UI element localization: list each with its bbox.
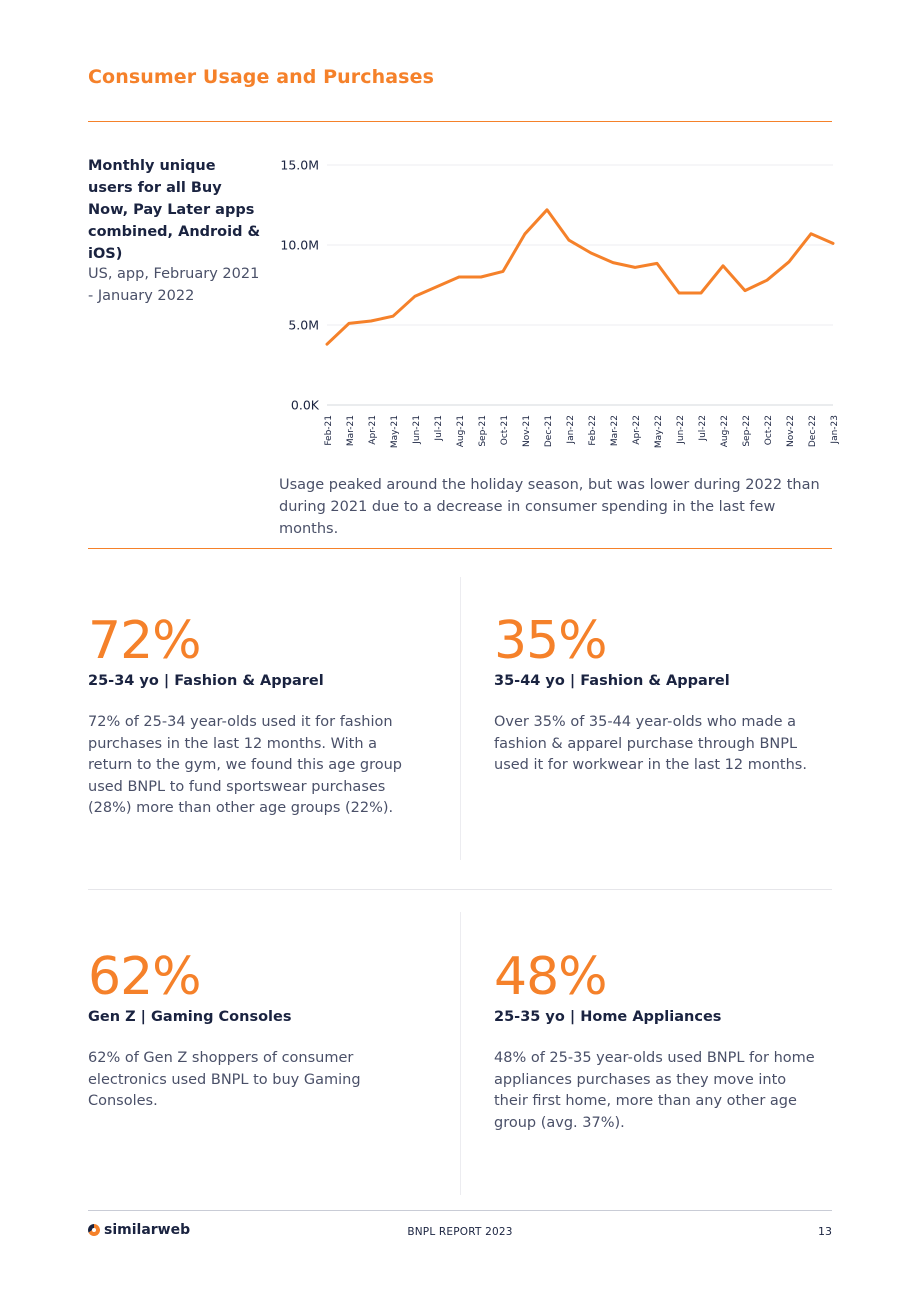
x-tick-label: Sep-22	[742, 415, 752, 447]
data-point	[831, 242, 835, 245]
footer-brand: similarweb	[88, 1222, 190, 1238]
x-tick-label: Sep-21	[478, 415, 488, 447]
data-point	[611, 261, 615, 264]
x-tick-label: Oct-21	[500, 415, 510, 445]
footer-divider	[88, 1210, 832, 1211]
x-tick-label: Jul-21	[434, 415, 444, 442]
data-point	[633, 266, 637, 269]
stat-body: 72% of 25-34 year-olds used it for fashi…	[88, 714, 403, 816]
x-tick-label: May-21	[390, 415, 400, 448]
chart-description-title: Monthly unique users for all Buy Now, Pa…	[88, 158, 261, 262]
x-tick-label: Mar-22	[610, 415, 620, 446]
y-tick-label: 5.0M	[288, 318, 319, 333]
stat-card: 48% 25-35 yo | Home Appliances 48% of 25…	[494, 949, 824, 1134]
brand-name: similarweb	[104, 1222, 191, 1238]
x-tick-label: Apr-22	[632, 415, 642, 445]
stat-body: 48% of 25-35 year-olds used BNPL for hom…	[494, 1050, 815, 1131]
report-name: BNPL REPORT 2023	[407, 1226, 513, 1238]
x-tick-label: Nov-21	[522, 415, 532, 447]
stat-card: 62% Gen Z | Gaming Consoles 62% of Gen Z…	[88, 949, 418, 1113]
x-tick-label: Aug-21	[456, 415, 466, 447]
chart-description-subtitle: US, app, February 2021 - January 2022	[88, 266, 260, 304]
chart-caption: Usage peaked around the holiday season, …	[279, 477, 820, 537]
data-point	[589, 251, 593, 255]
stat-heading: 35-44 yo | Fashion & Apparel	[494, 673, 730, 689]
x-tick-label: Aug-22	[720, 415, 730, 447]
series-line	[325, 208, 835, 346]
similarweb-logo-icon	[88, 1224, 100, 1236]
data-point	[523, 232, 527, 235]
x-tick-label: May-22	[654, 415, 664, 448]
y-tick-label: 0.0K	[291, 398, 320, 413]
x-tick-label: Jul-22	[698, 415, 708, 442]
x-tick-label: Oct-22	[764, 415, 774, 445]
data-point	[391, 315, 395, 318]
users-line-chart: 0.0K 5.0M 10.0M 15.0M Feb-21 Mar-21 Apr-21 May-…	[280, 158, 840, 449]
x-tick-label: Jan-23	[830, 415, 840, 445]
data-point	[677, 291, 681, 295]
x-tick-label: Jun-21	[412, 415, 422, 445]
chart-section-divider	[88, 548, 832, 549]
x-tick-label: Jun-22	[676, 415, 686, 445]
data-point	[369, 319, 373, 323]
y-tick-label: 15.0M	[280, 158, 319, 173]
stat-body: Over 35% of 35-44 year-olds who made a f…	[494, 714, 807, 773]
stat-value: 35%	[494, 611, 608, 671]
data-point	[765, 279, 769, 282]
stat-heading: 25-34 yo | Fashion & Apparel	[88, 673, 324, 689]
stat-value: 72%	[88, 611, 202, 671]
data-point	[325, 343, 329, 346]
data-point	[787, 260, 791, 263]
x-tick-label: Nov-22	[786, 415, 796, 447]
x-tick-label: Dec-22	[808, 415, 818, 447]
stat-card: 35% 35-44 yo | Fashion & Apparel Over 35…	[494, 613, 824, 777]
data-point	[545, 208, 549, 211]
y-tick-label: 10.0M	[280, 238, 319, 253]
stat-heading: Gen Z | Gaming Consoles	[88, 1009, 292, 1025]
stats-horizontal-divider	[88, 889, 832, 890]
data-point	[457, 275, 461, 279]
data-point	[567, 239, 571, 242]
stats-vertical-divider-top	[460, 577, 461, 860]
x-tick-label: Mar-21	[346, 415, 356, 446]
page-number: 13	[818, 1225, 832, 1238]
stats-vertical-divider-bottom	[460, 912, 461, 1195]
data-point	[479, 275, 483, 279]
stat-card: 72% 25-34 yo | Fashion & Apparel 72% of …	[88, 613, 418, 820]
stat-value: 48%	[494, 947, 608, 1007]
data-point	[699, 291, 703, 295]
x-tick-label: Jan-22	[566, 415, 576, 445]
data-point	[655, 262, 659, 265]
page-title: Consumer Usage and Purchases	[88, 66, 434, 88]
data-point	[435, 285, 439, 288]
data-point	[347, 322, 351, 325]
stat-heading: 25-35 yo | Home Appliances	[494, 1009, 722, 1025]
x-tick-label: Apr-21	[368, 415, 378, 445]
x-tick-label: Feb-21	[324, 415, 334, 446]
x-tick-label: Dec-21	[544, 415, 554, 447]
data-point	[743, 289, 747, 292]
data-point	[721, 264, 725, 267]
data-point	[809, 232, 813, 235]
data-point	[413, 295, 417, 298]
x-tick-label: Feb-22	[588, 415, 598, 446]
data-point	[501, 270, 505, 273]
stat-value: 62%	[88, 947, 202, 1007]
title-divider	[88, 121, 832, 122]
stat-body: 62% of Gen Z shoppers of consumer electr…	[88, 1050, 361, 1109]
